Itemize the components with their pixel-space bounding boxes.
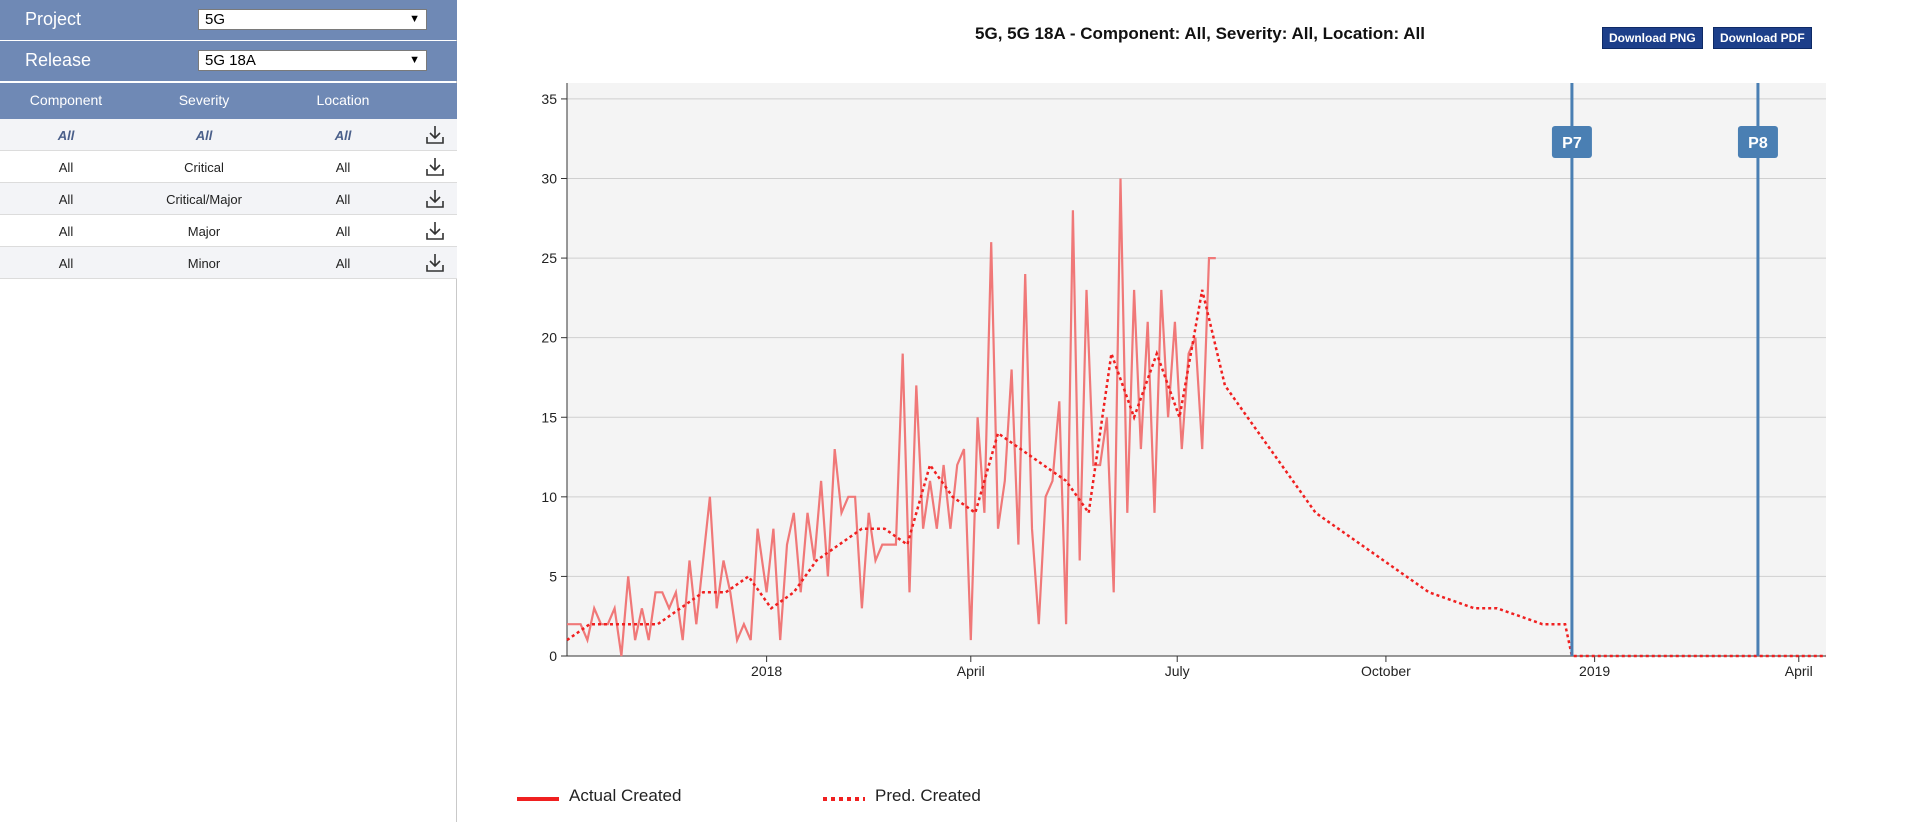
filter-cell-component: All (57, 128, 75, 143)
legend-swatch-actual (517, 797, 559, 801)
filter-row[interactable]: All Major All (0, 215, 457, 247)
x-tick-label: October (1361, 663, 1411, 679)
filter-cell-component: All (58, 192, 74, 207)
column-header-component: Component (29, 92, 103, 108)
download-png-button[interactable]: Download PNG (1602, 27, 1703, 49)
legend-swatch-pred (823, 797, 865, 801)
filter-cell-location: All (335, 160, 351, 175)
filter-cell-location: All (335, 256, 351, 271)
filter-cell-location: All (334, 128, 352, 143)
column-header-severity: Severity (178, 92, 230, 108)
y-tick-label: 15 (541, 409, 557, 425)
project-select[interactable]: 5G ▼ (198, 9, 427, 30)
download-icon[interactable] (424, 124, 446, 146)
release-label: Release (25, 50, 92, 70)
y-tick-label: 25 (541, 250, 557, 266)
filter-cell-component: All (58, 160, 74, 175)
download-icon[interactable] (424, 156, 446, 178)
filter-row[interactable]: All Critical/Major All (0, 183, 457, 215)
x-tick-label: 2019 (1579, 663, 1610, 679)
milestone-label: P8 (1748, 135, 1768, 152)
y-tick-label: 0 (549, 648, 557, 664)
legend-label-actual: Actual Created (569, 786, 682, 805)
triangle-down-icon: ▼ (409, 54, 420, 66)
project-select-value: 5G (205, 11, 226, 28)
x-tick-label: April (1785, 663, 1813, 679)
chart-title: 5G, 5G 18A - Component: All, Severity: A… (975, 24, 1425, 43)
filter-cell-component: All (58, 256, 74, 271)
filter-row[interactable]: All All All (0, 119, 457, 151)
milestone-badge (1737, 126, 1778, 158)
release-row: Release 5G 18A ▼ (0, 41, 457, 81)
filter-cell-severity: Critical/Major (166, 192, 242, 207)
filter-table-header: Component Severity Location (0, 83, 457, 119)
project-label: Project (25, 9, 82, 29)
series-line-pred (566, 289, 1826, 658)
milestone-badge (1551, 126, 1592, 158)
filter-cell-severity: Critical (184, 160, 224, 175)
filter-cell-severity: Minor (187, 256, 221, 271)
column-header-location: Location (316, 92, 370, 108)
milestone-label: P7 (1562, 135, 1582, 152)
y-tick-label: 5 (549, 568, 557, 584)
series-line-actual (567, 178, 1216, 657)
legend-label-pred: Pred. Created (875, 786, 981, 805)
filter-cell-component: All (58, 224, 74, 239)
download-icon[interactable] (424, 188, 446, 210)
x-tick-label: July (1165, 663, 1190, 679)
download-icon[interactable] (424, 220, 446, 242)
y-tick-label: 10 (541, 489, 557, 505)
triangle-down-icon: ▼ (409, 13, 420, 25)
filter-cell-severity: Major (187, 224, 221, 239)
y-tick-label: 30 (541, 171, 557, 187)
filter-row[interactable]: All Minor All (0, 247, 457, 279)
release-select-value: 5G 18A (205, 52, 256, 69)
download-pdf-button[interactable]: Download PDF (1713, 27, 1812, 49)
x-tick-label: April (957, 663, 985, 679)
release-select[interactable]: 5G 18A ▼ (198, 50, 427, 71)
y-tick-label: 20 (541, 330, 557, 346)
filter-row[interactable]: All Critical All (0, 151, 457, 183)
filter-cell-location: All (335, 192, 351, 207)
download-icon[interactable] (424, 252, 446, 274)
sidebar: Project 5G ▼ Release 5G 18A ▼ Component … (0, 0, 457, 822)
y-tick-label: 35 (541, 91, 557, 107)
x-tick-label: 2018 (751, 663, 782, 679)
filter-cell-severity: All (195, 128, 213, 143)
filter-cell-location: All (335, 224, 351, 239)
project-row: Project 5G ▼ (0, 0, 457, 40)
